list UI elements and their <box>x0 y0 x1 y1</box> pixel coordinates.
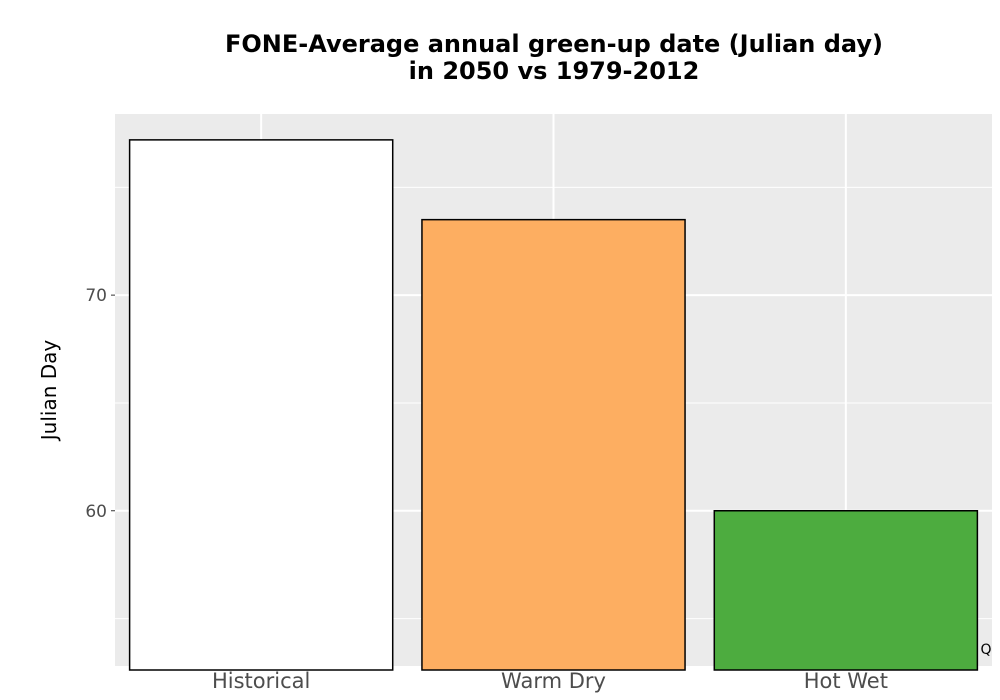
bar-warm-dry <box>421 218 686 671</box>
bar-hot-wet <box>713 510 979 671</box>
y-tick-label: 60 <box>85 502 107 522</box>
x-tick-label: Hot Wet <box>804 669 888 693</box>
chart-title-line-2: in 2050 vs 1979-2012 <box>408 57 700 85</box>
axes: 60 70 Historical Warm Dry Hot Wet <box>85 286 888 693</box>
y-axis-title: Julian Day <box>37 340 61 443</box>
corner-mark: Q <box>980 642 991 658</box>
x-tick-label: Warm Dry <box>501 669 606 693</box>
x-tick-label: Historical <box>212 669 310 693</box>
chart-title: FONE-Average annual green-up date (Julia… <box>116 31 992 85</box>
bars <box>128 139 979 671</box>
bar-historical <box>128 139 394 671</box>
chart-title-line-1: FONE-Average annual green-up date (Julia… <box>225 30 883 58</box>
y-tick-label: 70 <box>85 286 107 306</box>
